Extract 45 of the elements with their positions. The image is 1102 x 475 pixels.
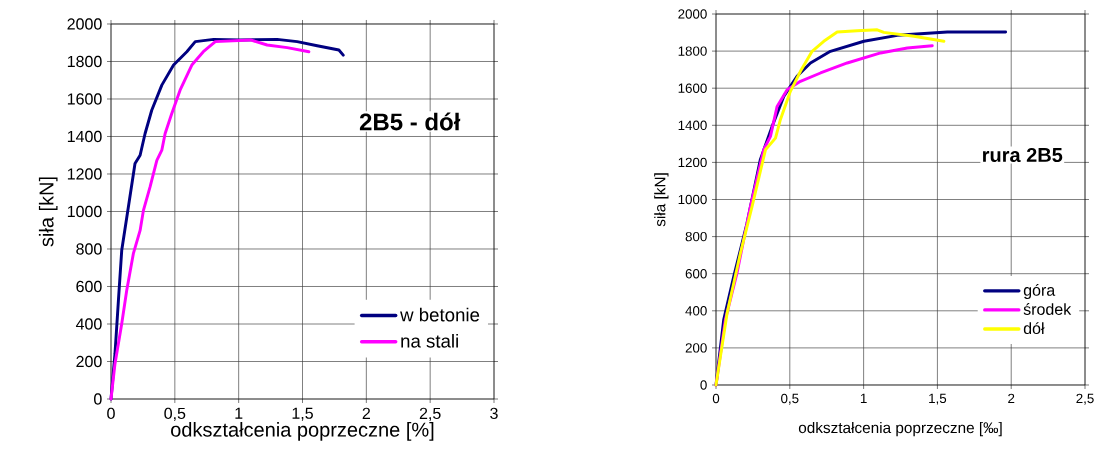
- y-tick-label: 1200: [678, 157, 707, 168]
- x-axis-title: odkształcenia poprzeczne [‰]: [798, 421, 1002, 437]
- x-tick-label: 0: [712, 393, 720, 404]
- y-tick-label: 2000: [67, 18, 102, 30]
- legend-label: środek: [1023, 303, 1072, 315]
- legend-label: dół: [1023, 322, 1045, 335]
- y-tick-label: 1400: [678, 120, 707, 131]
- x-tick-label: 2: [1008, 393, 1015, 404]
- x-tick-label: 3: [490, 407, 498, 420]
- y-axis-title: siła [kN]: [38, 177, 58, 247]
- y-tick-label: 1400: [67, 130, 102, 143]
- y-axis-title: siła [kN]: [654, 173, 669, 227]
- y-tick-label: 600: [76, 280, 102, 293]
- legend-label: w betonie: [400, 307, 480, 322]
- y-tick-label: 800: [685, 231, 707, 242]
- x-tick-label: 1: [235, 407, 243, 419]
- y-tick-label: 400: [75, 318, 102, 330]
- y-tick-label: 200: [76, 355, 102, 368]
- y-tick-label: 200: [685, 343, 707, 353]
- y-tick-label: 1600: [678, 83, 707, 93]
- x-tick-label: 0: [107, 407, 115, 420]
- annotation: rura 2B5: [983, 147, 1063, 163]
- y-tick-label: 1800: [678, 46, 707, 56]
- x-tick-label: 1,5: [929, 393, 947, 405]
- y-tick-label: 600: [685, 268, 707, 279]
- y-tick-label: 1000: [67, 205, 102, 218]
- x-tick-label: 0,5: [781, 393, 799, 405]
- x-tick-label: 2,5: [1076, 393, 1094, 405]
- legend-label: na stali: [401, 333, 458, 348]
- y-tick-label: 1800: [67, 55, 102, 68]
- y-tick-label: 800: [76, 243, 102, 255]
- x-tick-label: 1: [860, 393, 867, 403]
- x-tick-label: 1,5: [292, 407, 313, 421]
- y-tick-label: 0: [700, 380, 707, 390]
- y-tick-label: 400: [685, 306, 707, 316]
- legend-label: góra: [1023, 283, 1056, 300]
- y-tick-label: 2000: [678, 9, 707, 19]
- y-tick-label: 1600: [67, 93, 102, 105]
- x-tick-label: 0,5: [164, 407, 186, 421]
- x-tick-label: 2: [362, 407, 370, 419]
- y-tick-label: 1200: [67, 168, 102, 180]
- annotation: 2B5 - dół: [359, 112, 461, 131]
- x-tick-label: 2,5: [419, 407, 441, 421]
- x-axis-title: odkształcenia poprzeczne [%]: [171, 422, 434, 441]
- y-tick-label: 1000: [678, 194, 707, 205]
